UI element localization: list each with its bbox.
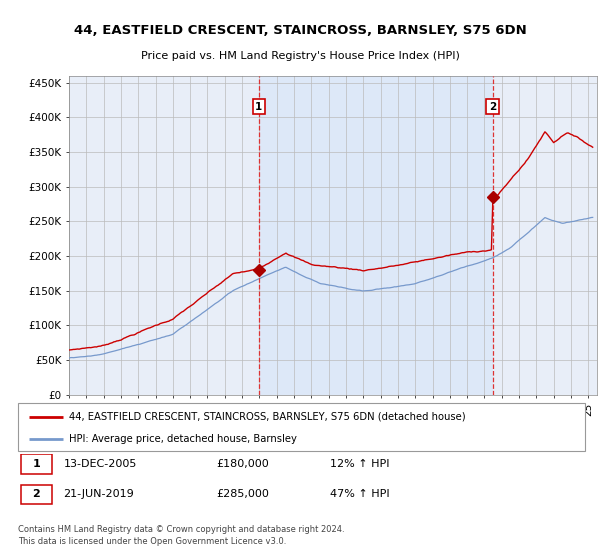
Text: Contains HM Land Registry data © Crown copyright and database right 2024.
This d: Contains HM Land Registry data © Crown c… — [18, 525, 344, 546]
Text: 1: 1 — [255, 102, 262, 112]
FancyBboxPatch shape — [18, 403, 585, 451]
Text: 44, EASTFIELD CRESCENT, STAINCROSS, BARNSLEY, S75 6DN (detached house): 44, EASTFIELD CRESCENT, STAINCROSS, BARN… — [69, 412, 466, 422]
Text: 44, EASTFIELD CRESCENT, STAINCROSS, BARNSLEY, S75 6DN: 44, EASTFIELD CRESCENT, STAINCROSS, BARN… — [74, 24, 526, 38]
Text: £285,000: £285,000 — [217, 489, 269, 500]
Text: 47% ↑ HPI: 47% ↑ HPI — [330, 489, 389, 500]
Text: £180,000: £180,000 — [217, 459, 269, 469]
Text: 2: 2 — [489, 102, 496, 112]
Text: HPI: Average price, detached house, Barnsley: HPI: Average price, detached house, Barn… — [69, 434, 297, 444]
Text: 12% ↑ HPI: 12% ↑ HPI — [330, 459, 389, 469]
FancyBboxPatch shape — [21, 454, 52, 474]
Text: 13-DEC-2005: 13-DEC-2005 — [64, 459, 137, 469]
Bar — [259, 76, 493, 395]
Text: 1: 1 — [32, 459, 40, 469]
FancyBboxPatch shape — [21, 485, 52, 504]
Text: 21-JUN-2019: 21-JUN-2019 — [64, 489, 134, 500]
Text: 2: 2 — [32, 489, 40, 500]
Text: Price paid vs. HM Land Registry's House Price Index (HPI): Price paid vs. HM Land Registry's House … — [140, 51, 460, 61]
